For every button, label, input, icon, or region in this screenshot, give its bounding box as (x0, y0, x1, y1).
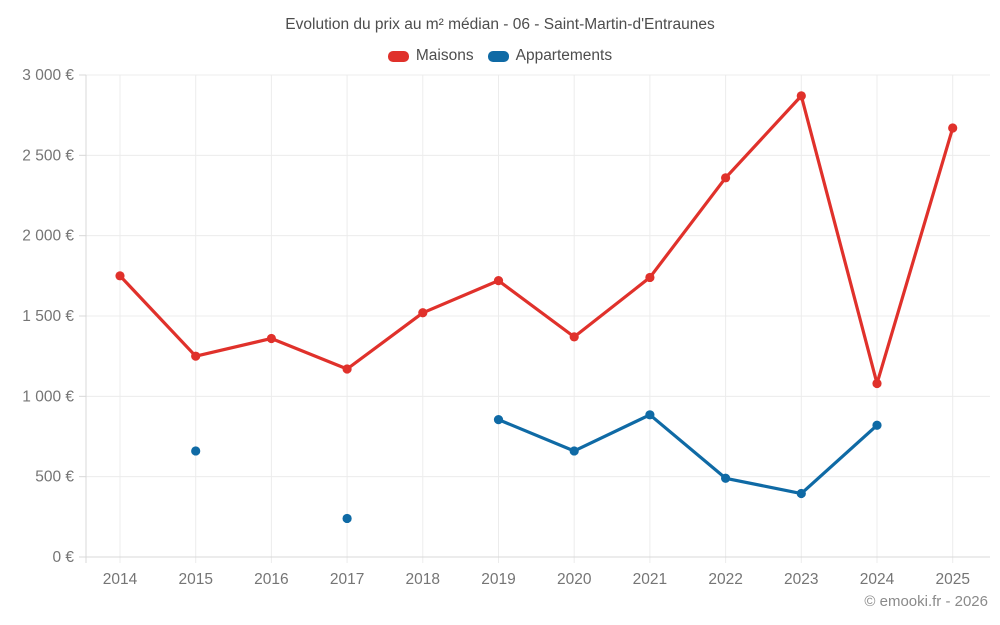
y-tick-label: 2 500 € (22, 147, 74, 164)
x-tick-label: 2015 (178, 571, 212, 588)
data-point-appartements-2023[interactable] (796, 488, 806, 499)
x-tick-label: 2020 (557, 571, 592, 588)
x-tick-label: 2021 (633, 571, 667, 588)
x-tick-label: 2023 (784, 571, 818, 588)
data-point-appartements-2021[interactable] (645, 410, 655, 420)
data-point-maisons-2024[interactable] (872, 378, 882, 389)
y-tick-label: 1 000 € (22, 388, 74, 405)
y-tick-label: 0 € (52, 549, 74, 566)
x-tick-label: 2019 (481, 571, 515, 588)
data-point-maisons-2014[interactable] (115, 271, 125, 281)
legend-item-maisons[interactable]: Maisons (387, 47, 474, 65)
legend-label-maisons: Maisons (415, 47, 474, 64)
y-tick-label: 3 000 € (22, 67, 74, 84)
data-point-appartements-2017[interactable] (342, 513, 352, 524)
x-tick-label: 2016 (254, 571, 288, 588)
data-point-maisons-2018[interactable] (418, 308, 428, 318)
data-point-maisons-2025[interactable] (948, 123, 958, 133)
y-tick-label: 2 000 € (22, 228, 74, 245)
data-point-maisons-2016[interactable] (266, 333, 276, 344)
data-point-maisons-2020[interactable] (569, 332, 579, 342)
x-tick-label: 2024 (860, 571, 895, 588)
maisons-swatch-icon (387, 50, 409, 62)
x-tick-label: 2014 (103, 571, 138, 588)
data-point-maisons-2022[interactable] (721, 173, 731, 183)
series-line-appartements (496, 413, 879, 496)
data-point-maisons-2017[interactable] (342, 364, 352, 374)
y-tick-label: 500 € (35, 469, 74, 486)
y-tick-label: 1 500 € (22, 308, 74, 325)
data-point-maisons-2023[interactable] (796, 91, 806, 101)
data-point-maisons-2019[interactable] (493, 276, 504, 286)
data-point-appartements-2019[interactable] (493, 415, 504, 425)
chart-legend: Maisons Appartements (0, 47, 1000, 65)
data-point-maisons-2015[interactable] (191, 351, 201, 361)
legend-label-appartements: Appartements (515, 47, 613, 64)
data-point-appartements-2015[interactable] (191, 446, 201, 456)
legend-item-appartements[interactable]: Appartements (487, 47, 613, 65)
data-point-appartements-2020[interactable] (569, 446, 579, 456)
series-line-maisons (118, 94, 955, 386)
data-point-appartements-2024[interactable] (872, 420, 882, 430)
x-tick-label: 2022 (708, 571, 742, 588)
x-tick-label: 2017 (330, 571, 364, 588)
watermark: © emooki.fr - 2026 (864, 593, 988, 610)
chart-title: Evolution du prix au m² médian - 06 - Sa… (285, 16, 715, 33)
data-point-maisons-2021[interactable] (645, 272, 655, 283)
x-tick-label: 2025 (935, 571, 969, 588)
x-tick-label: 2018 (406, 571, 440, 588)
data-point-appartements-2022[interactable] (721, 473, 731, 483)
appartements-swatch-icon (487, 50, 509, 62)
